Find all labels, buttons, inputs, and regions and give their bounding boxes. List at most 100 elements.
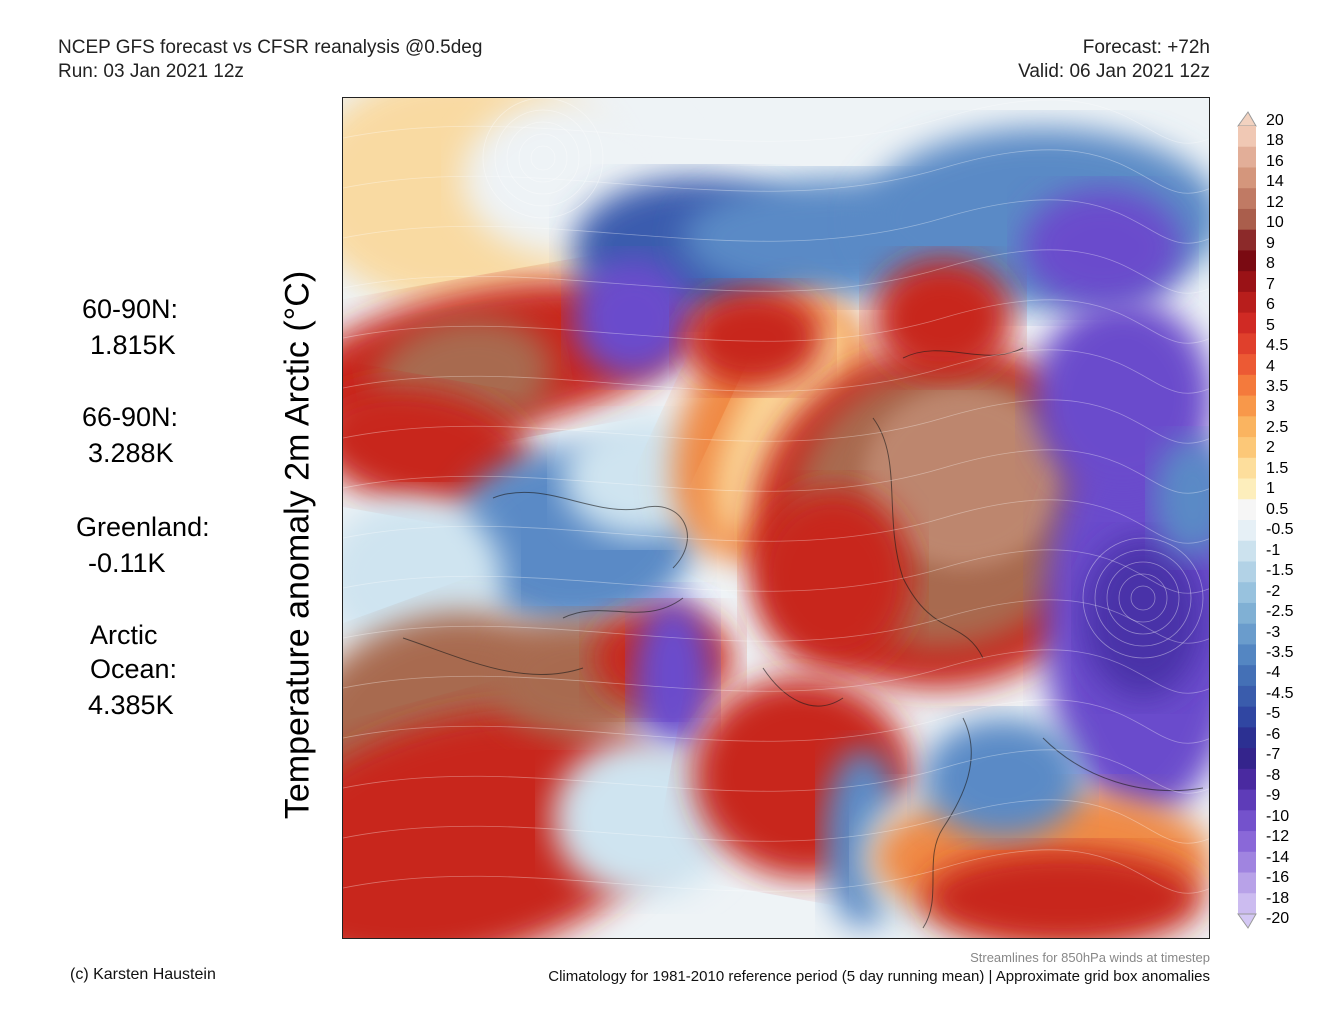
colorbar-swatch: [1238, 291, 1256, 314]
colorbar-swatch: [1238, 312, 1256, 334]
colorbar-tick-label: 2.5: [1266, 418, 1289, 436]
colorbar-tick-label: 3: [1266, 398, 1275, 416]
colorbar-tick-label: -5: [1266, 705, 1281, 723]
streamline-vortex: [1130, 585, 1156, 611]
streamline: [343, 549, 1209, 594]
colorbar-swatch: [1238, 872, 1256, 894]
anomaly-patch: [753, 488, 913, 668]
streamline: [343, 399, 1209, 444]
colorbar-svg: [1237, 111, 1257, 929]
colorbar-swatch: [1238, 644, 1256, 666]
temperature-anomaly-map: [342, 97, 1210, 939]
run-time: Run: 03 Jan 2021 12z: [58, 61, 244, 82]
streamline-vortex: [530, 145, 556, 171]
colorbar-tick-label: -3.5: [1266, 644, 1294, 661]
colorbar-swatch: [1238, 457, 1256, 480]
colorbar-swatch: [1238, 146, 1256, 168]
coastline: [902, 347, 1024, 359]
y-axis-label: Temperature anomaly 2m Arctic (°C): [278, 270, 317, 820]
streamline: [343, 799, 1209, 844]
colorbar-swatch: [1238, 768, 1256, 791]
colorbar-tick-label: 0.5: [1266, 500, 1289, 518]
coastline: [562, 597, 684, 619]
streamline: [343, 149, 1209, 194]
streamline: [343, 599, 1209, 644]
colorbar-tick-label: -6: [1266, 725, 1281, 743]
stat-greenland-value: -0.11K: [88, 548, 166, 578]
colorbar-tick-label: -3: [1266, 623, 1281, 641]
colorbar-swatch: [1238, 250, 1256, 272]
colorbar-swatch: [1238, 374, 1256, 397]
streamline: [343, 199, 1209, 244]
colorbar-swatch: [1238, 478, 1256, 500]
colorbar-tick-label: -16: [1266, 869, 1290, 887]
coastline: [492, 491, 688, 569]
colorbar-tick-label: -18: [1266, 889, 1290, 907]
colorbar-swatch: [1238, 851, 1256, 874]
forecast-hour: Forecast: +72h: [1082, 37, 1210, 58]
colorbar-tick-label: 16: [1266, 152, 1284, 170]
colorbar-tick-label: 2: [1266, 439, 1275, 457]
colorbar-tick-label: -2.5: [1266, 603, 1294, 621]
streamline: [343, 749, 1209, 794]
anomaly-patch: [714, 317, 852, 539]
credit-text: (c) Karsten Haustein: [70, 966, 216, 983]
colorbar-swatch: [1238, 271, 1256, 293]
colorbar-tick-label: -0.5: [1266, 521, 1294, 539]
colorbar-swatch: [1238, 623, 1256, 645]
colorbar-tick-label: -8: [1266, 766, 1281, 784]
colorbar-tick-label: 4: [1266, 357, 1275, 375]
colorbar-top-arrow: [1237, 111, 1257, 127]
stat-60-90n-value: 1.815K: [90, 330, 176, 360]
colorbar-swatch: [1238, 520, 1256, 542]
colorbar-swatch: [1238, 582, 1256, 604]
streamline: [343, 299, 1209, 344]
stat-66-90n-value: 3.288K: [88, 438, 174, 468]
colorbar-tick-label: 1: [1266, 480, 1275, 498]
anomaly-patch: [1033, 298, 1209, 498]
anomaly-patch: [1083, 538, 1203, 698]
stat-60-90n-label: 60-90N:: [82, 294, 179, 324]
colorbar-tick-label: -9: [1266, 787, 1281, 805]
streamline-vortex: [518, 133, 568, 183]
colorbar-swatch: [1238, 602, 1256, 625]
colorbar-tick-label: -12: [1266, 828, 1290, 846]
colorbar-tick-label: 4.5: [1266, 337, 1289, 355]
anomaly-patch: [923, 718, 1083, 838]
coastline: [402, 637, 584, 676]
streamlines-note: Streamlines for 850hPa winds at timestep: [970, 950, 1210, 965]
colorbar-tick-label: -4: [1266, 664, 1281, 682]
coastlines: [402, 347, 1204, 929]
colorbar: [1236, 110, 1268, 930]
streamline-vortex: [1082, 537, 1204, 659]
colorbar-swatch: [1238, 416, 1256, 438]
colorbar-swatch: [1238, 748, 1256, 770]
climatology-note: Climatology for 1981-2010 reference peri…: [548, 968, 1210, 985]
streamline: [343, 499, 1209, 544]
colorbar-tick-label: -2: [1266, 582, 1281, 600]
valid-time: Valid: 06 Jan 2021 12z: [1018, 61, 1210, 82]
coastline: [762, 667, 844, 707]
streamline-vortex: [1106, 561, 1180, 635]
colorbar-swatch: [1238, 395, 1256, 417]
colorbar-swatch: [1238, 561, 1256, 583]
streamline-vortex: [494, 109, 592, 207]
colorbar-tick-label: -20: [1266, 910, 1290, 927]
colorbar-swatch: [1238, 789, 1256, 811]
colorbar-tick-label: 7: [1266, 275, 1275, 293]
colorbar-swatch: [1238, 126, 1256, 148]
colorbar-tick-label: -10: [1266, 807, 1290, 825]
streamline: [343, 449, 1209, 494]
streamline-vortex: [506, 121, 580, 195]
colorbar-tick-label: -1: [1266, 541, 1281, 559]
colorbar-tick-label: 5: [1266, 316, 1275, 334]
colorbar-tick-label: 18: [1266, 132, 1284, 150]
coastline: [922, 717, 972, 929]
colorbar-tick-label: 14: [1266, 173, 1284, 191]
streamline-vortex: [1094, 549, 1192, 647]
colorbar-tick-label: 1.5: [1266, 459, 1289, 477]
coastline: [872, 417, 984, 659]
colorbar-swatch: [1238, 727, 1256, 749]
colorbar-tick-label: 6: [1266, 296, 1275, 314]
colorbar-swatch: [1238, 540, 1256, 562]
